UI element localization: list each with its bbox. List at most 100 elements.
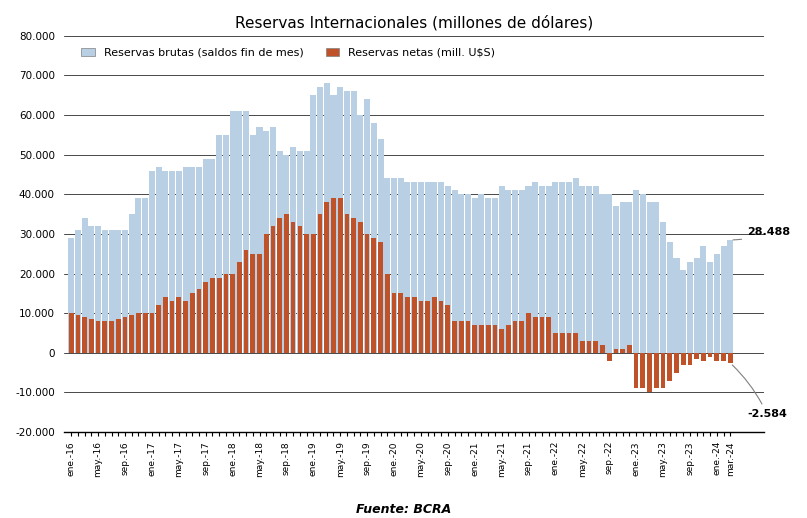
Bar	[303, 151, 310, 353]
Bar	[613, 349, 618, 353]
Bar	[424, 182, 431, 353]
Bar	[560, 333, 565, 353]
Bar	[109, 321, 114, 353]
Bar	[646, 202, 653, 353]
Bar	[485, 198, 491, 353]
Bar	[573, 333, 578, 353]
Bar	[230, 274, 235, 353]
Bar	[633, 191, 639, 353]
Bar	[492, 198, 498, 353]
Bar	[310, 95, 316, 353]
Bar	[371, 238, 376, 353]
Bar	[291, 222, 295, 353]
Bar	[667, 353, 672, 381]
Bar	[156, 167, 161, 353]
Bar	[553, 182, 558, 353]
Bar	[500, 329, 504, 353]
Bar	[505, 191, 512, 353]
Bar	[546, 186, 552, 353]
Bar	[88, 226, 94, 353]
Bar	[257, 127, 262, 353]
Bar	[338, 198, 342, 353]
Bar	[620, 202, 625, 353]
Bar	[136, 313, 140, 353]
Bar	[533, 182, 538, 353]
Bar	[661, 353, 666, 388]
Bar	[412, 297, 416, 353]
Bar	[331, 198, 336, 353]
Bar	[567, 333, 571, 353]
Bar	[169, 170, 175, 353]
Bar	[68, 238, 74, 353]
Bar	[486, 325, 491, 353]
Bar	[236, 111, 242, 353]
Bar	[391, 293, 396, 353]
Bar	[223, 135, 229, 353]
Bar	[148, 170, 155, 353]
Text: Fuente: BCRA: Fuente: BCRA	[356, 503, 451, 516]
Bar	[701, 353, 706, 361]
Text: -2.584: -2.584	[732, 365, 787, 419]
Bar	[694, 258, 700, 353]
Bar	[143, 313, 148, 353]
Bar	[182, 167, 189, 353]
Bar	[626, 202, 633, 353]
Bar	[264, 234, 269, 353]
Bar	[708, 353, 713, 357]
Bar	[75, 230, 81, 353]
Bar	[197, 290, 201, 353]
Bar	[350, 91, 357, 353]
Bar	[176, 170, 182, 353]
Bar	[566, 182, 572, 353]
Bar	[586, 186, 592, 353]
Bar	[519, 191, 525, 353]
Bar	[499, 186, 504, 353]
Bar	[641, 353, 646, 388]
Bar	[546, 317, 551, 353]
Bar	[270, 127, 276, 353]
Bar	[451, 191, 458, 353]
Bar	[466, 321, 470, 353]
Bar	[525, 186, 532, 353]
Bar	[694, 353, 699, 359]
Bar	[364, 99, 370, 353]
Bar	[458, 194, 464, 353]
Bar	[391, 179, 397, 353]
Bar	[351, 218, 356, 353]
Bar	[250, 254, 255, 353]
Bar	[587, 341, 592, 353]
Bar	[600, 194, 605, 353]
Bar	[512, 321, 517, 353]
Bar	[539, 186, 545, 353]
Bar	[674, 353, 679, 372]
Bar	[385, 274, 390, 353]
Bar	[122, 230, 128, 353]
Bar	[324, 83, 330, 353]
Bar	[216, 135, 222, 353]
Bar	[358, 222, 362, 353]
Bar	[277, 151, 282, 353]
Bar	[129, 315, 134, 353]
Bar	[237, 262, 241, 353]
Bar	[593, 341, 598, 353]
Bar	[479, 194, 484, 353]
Bar	[445, 186, 451, 353]
Bar	[700, 246, 706, 353]
Bar	[533, 317, 537, 353]
Bar	[405, 297, 410, 353]
Bar	[425, 301, 430, 353]
Bar	[284, 214, 289, 353]
Bar	[411, 182, 417, 353]
Bar	[472, 325, 477, 353]
Bar	[688, 353, 692, 365]
Bar	[330, 95, 337, 353]
Bar	[298, 226, 302, 353]
Bar	[727, 240, 734, 353]
Bar	[660, 222, 666, 353]
Bar	[278, 218, 282, 353]
Bar	[593, 186, 599, 353]
Bar	[687, 262, 693, 353]
Bar	[714, 353, 719, 361]
Bar	[384, 179, 391, 353]
Bar	[169, 301, 174, 353]
